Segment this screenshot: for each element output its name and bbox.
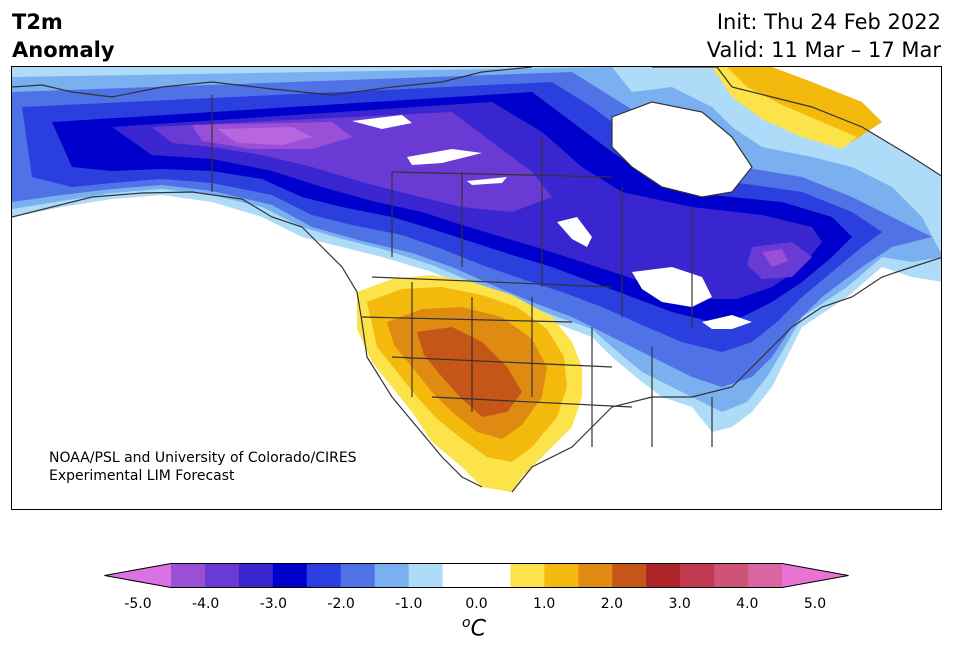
arctic-warm-patch bbox=[717, 67, 882, 142]
colorbar-cell bbox=[340, 563, 376, 588]
coastline-lines bbox=[12, 67, 941, 493]
colorbar-tick-label: 3.0 bbox=[668, 596, 691, 612]
arctic-warm-patch-light bbox=[712, 67, 857, 149]
colorbar-cell bbox=[748, 563, 783, 588]
colorbar-cell bbox=[612, 563, 647, 588]
colorbar-cell bbox=[238, 563, 274, 588]
colorbar-cell bbox=[578, 563, 613, 588]
lake-shape bbox=[702, 315, 752, 329]
colorbar-cell bbox=[408, 563, 444, 588]
map-panel bbox=[11, 66, 942, 510]
forecast-dates: Init: Thu 24 Feb 2022 Valid: 11 Mar – 17… bbox=[707, 8, 941, 64]
colorbar-tick-label: 2.0 bbox=[600, 596, 624, 612]
colorbar-tick-label: 5.0 bbox=[803, 596, 827, 612]
greenland-land bbox=[652, 67, 941, 176]
cold-band-9 bbox=[217, 127, 312, 145]
colorbar-cell bbox=[646, 563, 681, 588]
colorbar-outline bbox=[104, 563, 849, 588]
colorbar-cell bbox=[171, 563, 206, 588]
colorbar-tick-label: 4.0 bbox=[736, 596, 759, 612]
colorbar-tick-label: -2.0 bbox=[327, 596, 355, 612]
colorbar-tick-label: 1.0 bbox=[533, 596, 556, 612]
warm-band-4 bbox=[417, 327, 522, 417]
colorbar-tick-label: -3.0 bbox=[259, 596, 288, 612]
colorbar-extend-low bbox=[104, 563, 171, 588]
init-date: Init: Thu 24 Feb 2022 bbox=[716, 10, 941, 34]
colorbar-cell bbox=[510, 563, 545, 588]
colorbar-ticks: -5.0 -4.0 -3.0 -2.0 -1.0 0.0 1.0 2.0 3.0 4.0 5.0 bbox=[0, 596, 953, 616]
colorbar-cell bbox=[714, 563, 749, 588]
colorbar-cells bbox=[104, 563, 849, 588]
colorbar-cell bbox=[374, 563, 410, 588]
cold-band-8b bbox=[762, 249, 788, 267]
lake-shape bbox=[352, 115, 412, 129]
credit-line-2: Experimental LIM Forecast bbox=[49, 468, 235, 484]
colorbar-tick-label: -1.0 bbox=[395, 596, 423, 612]
colorbar-cell bbox=[476, 563, 511, 588]
credit-line-1: NOAA/PSL and University of Colorado/CIRE… bbox=[49, 450, 357, 466]
hudson-bay-area bbox=[612, 102, 752, 197]
colorbar-extend-high bbox=[782, 563, 849, 588]
colorbar-cell bbox=[272, 563, 308, 588]
colorbar bbox=[104, 563, 849, 588]
title-kind: Anomaly bbox=[12, 38, 115, 62]
unit-superscript: o bbox=[462, 615, 471, 631]
credit-text: NOAA/PSL and University of Colorado/CIRE… bbox=[49, 449, 357, 485]
lake-shape bbox=[407, 149, 482, 165]
colorbar-cell bbox=[204, 563, 240, 588]
lake-shape bbox=[557, 217, 592, 247]
colorbar-cell bbox=[306, 563, 342, 588]
colorbar-cell bbox=[680, 563, 715, 588]
map-title: T2m Anomaly bbox=[12, 8, 115, 64]
title-variable: T2m bbox=[12, 10, 63, 34]
anomaly-map bbox=[12, 67, 941, 493]
colorbar-tick-label: 0.0 bbox=[465, 596, 488, 612]
colorbar-cell bbox=[544, 563, 579, 588]
valid-range: Valid: 11 Mar – 17 Mar bbox=[706, 38, 941, 62]
colorbar-tick-label: -5.0 bbox=[124, 596, 152, 612]
unit-base: C bbox=[470, 616, 486, 642]
colorbar-tick-label: -4.0 bbox=[192, 596, 220, 612]
unit-label: oC bbox=[462, 615, 486, 641]
lake-shape bbox=[467, 177, 507, 185]
colorbar-cell bbox=[442, 563, 477, 588]
